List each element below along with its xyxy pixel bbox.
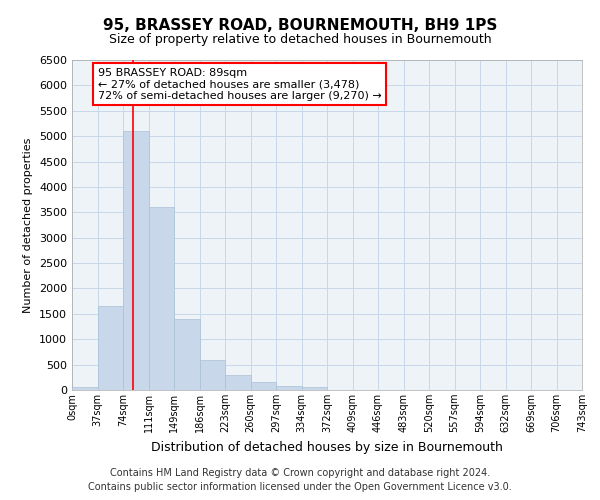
Text: Contains HM Land Registry data © Crown copyright and database right 2024.
Contai: Contains HM Land Registry data © Crown c… xyxy=(88,468,512,492)
X-axis label: Distribution of detached houses by size in Bournemouth: Distribution of detached houses by size … xyxy=(151,440,503,454)
Bar xyxy=(97,306,123,390)
Text: Size of property relative to detached houses in Bournemouth: Size of property relative to detached ho… xyxy=(109,32,491,46)
Bar xyxy=(149,207,174,390)
Bar xyxy=(251,382,276,390)
Y-axis label: Number of detached properties: Number of detached properties xyxy=(23,138,34,312)
Bar xyxy=(174,319,199,390)
Bar xyxy=(276,386,302,390)
Bar xyxy=(123,131,149,390)
Bar xyxy=(302,387,327,390)
Text: 95, BRASSEY ROAD, BOURNEMOUTH, BH9 1PS: 95, BRASSEY ROAD, BOURNEMOUTH, BH9 1PS xyxy=(103,18,497,32)
Text: 95 BRASSEY ROAD: 89sqm
← 27% of detached houses are smaller (3,478)
72% of semi-: 95 BRASSEY ROAD: 89sqm ← 27% of detached… xyxy=(97,68,381,101)
Bar xyxy=(72,387,97,390)
Bar xyxy=(225,375,251,390)
Bar xyxy=(199,360,225,390)
